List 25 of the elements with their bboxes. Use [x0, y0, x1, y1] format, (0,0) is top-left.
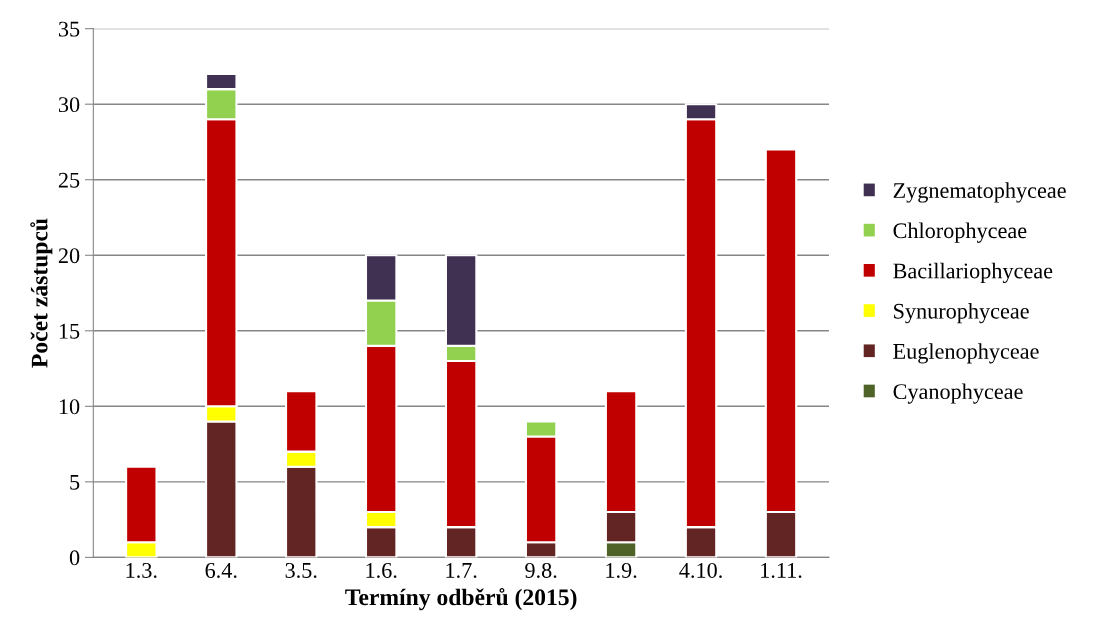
legend-label: Bacillariophyceae	[893, 262, 1053, 284]
y-tick-label: 25	[58, 172, 80, 188]
y-axis-title: Počet zástupců	[30, 218, 53, 368]
y-tick-label: 20	[58, 248, 80, 264]
legend-label: Synurophyceae	[894, 303, 1029, 324]
x-tick-label: 1.7.	[446, 562, 477, 578]
y-tick-label: 15	[59, 323, 80, 339]
y-tick-label: 5	[70, 475, 80, 490]
x-tick-label: 4.10.	[679, 562, 722, 578]
x-tick-label: 9.8.	[525, 562, 557, 578]
y-tick-label: 35	[58, 21, 80, 37]
y-tick-label: 0	[69, 550, 80, 566]
x-tick-label: 6.4.	[205, 562, 237, 578]
x-axis-title: Termíny odběrů (2015)	[345, 587, 577, 611]
y-tick-label: 10	[59, 399, 80, 415]
legend-label: Euglenophyceae	[893, 343, 1039, 364]
legend-label: Cyanophyceae	[893, 383, 1023, 404]
legend-label: Zygnematophyceae	[893, 182, 1066, 203]
y-tick-label: 30	[58, 97, 80, 113]
x-tick-label: 1.3.	[126, 562, 157, 578]
x-tick-label: 1.6.	[366, 562, 397, 578]
legend-label: Chlorophyceae	[893, 222, 1027, 243]
x-tick-label: 1.11.	[761, 562, 802, 578]
x-tick-label: 1.9.	[606, 562, 637, 578]
x-tick-label: 3.5.	[285, 562, 317, 578]
